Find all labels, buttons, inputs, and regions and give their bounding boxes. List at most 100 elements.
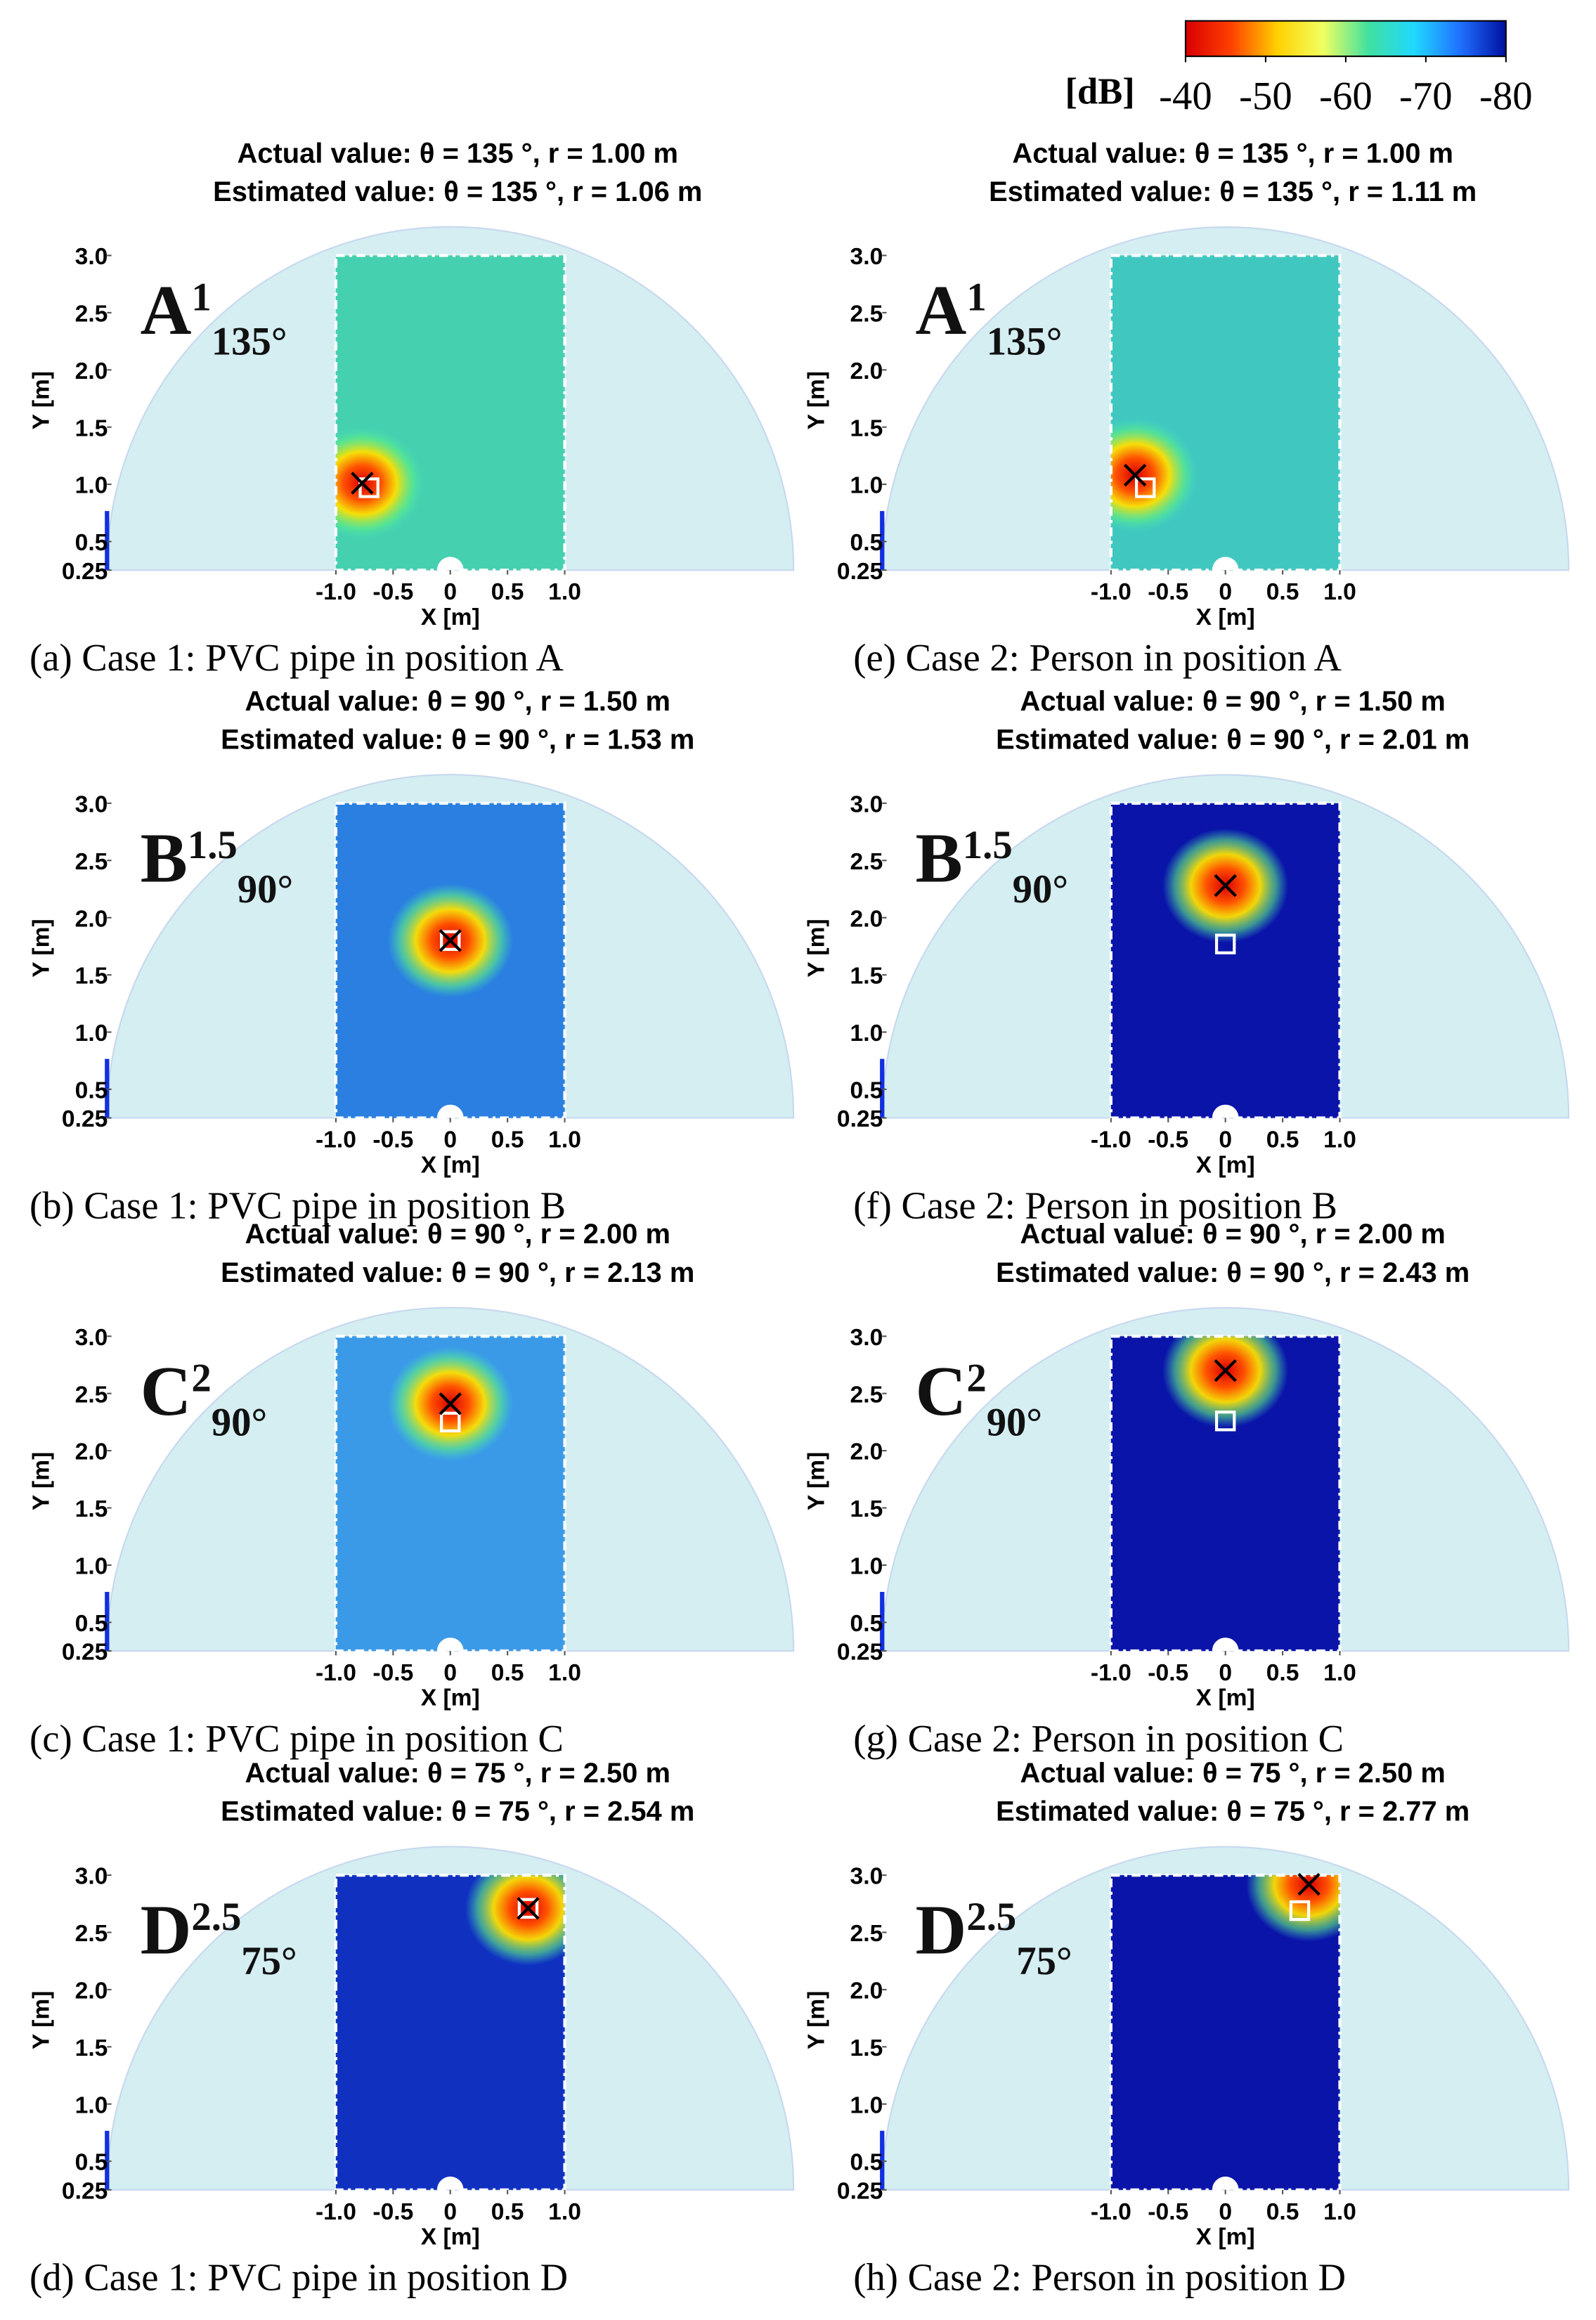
y-tick-label: 3.0 bbox=[850, 1864, 883, 1890]
y-tick-label: 0.5 bbox=[75, 530, 108, 556]
position-sub: 90° bbox=[1013, 867, 1068, 912]
y-tick-label: 0.5 bbox=[850, 1611, 883, 1637]
y-tick-label: 0.5 bbox=[75, 1078, 108, 1104]
y-tick-label: 0.5 bbox=[850, 530, 883, 556]
panel-caption: (b) Case 1: PVC pipe in position B bbox=[30, 1184, 566, 1226]
y-tick-label: 2.5 bbox=[850, 1921, 883, 1947]
x-tick-label: 0 bbox=[443, 1660, 457, 1686]
x-tick-label: -0.5 bbox=[1148, 579, 1188, 605]
x-axis-label: X [m] bbox=[1196, 604, 1255, 630]
x-tick-label: -0.5 bbox=[372, 1660, 413, 1686]
y-tick-label: 2.0 bbox=[850, 906, 883, 932]
heatmap-layer bbox=[1110, 417, 1198, 533]
estimated-marker bbox=[1214, 1359, 1237, 1382]
field-border bbox=[334, 1873, 566, 2191]
heatmap-layer bbox=[335, 426, 425, 540]
y-tick-label: 0.25 bbox=[837, 1106, 883, 1132]
position-label: D2.575° bbox=[141, 1891, 297, 1983]
x-tick-label: 0 bbox=[443, 1127, 457, 1153]
actual-marker bbox=[1214, 1411, 1236, 1432]
x-tick-label: -0.5 bbox=[372, 579, 413, 605]
y-tick-label: 1.0 bbox=[850, 473, 883, 499]
x-tick-label: -1.0 bbox=[316, 1127, 356, 1153]
x-tick-label: 0 bbox=[443, 579, 457, 605]
estimated-marker bbox=[1297, 1872, 1321, 1896]
position-sub: 90° bbox=[987, 1400, 1042, 1444]
field-border bbox=[334, 254, 566, 572]
y-tick-label: 1.0 bbox=[75, 1554, 108, 1580]
y-axis-label: Y [m] bbox=[28, 371, 54, 429]
y-tick-label: 1.0 bbox=[75, 1020, 108, 1046]
x-tick-label: 0.5 bbox=[1266, 1660, 1299, 1686]
x-tick-label: 1.0 bbox=[548, 579, 581, 605]
actual-marker bbox=[1289, 1900, 1311, 1922]
position-sup: 2.5 bbox=[966, 1895, 1016, 1939]
y-tick-label: 1.0 bbox=[850, 2092, 883, 2118]
y-tick-label: 3.0 bbox=[75, 244, 108, 270]
panel-title: Actual value: θ = 90 °, r = 1.50 m bbox=[245, 686, 670, 717]
position-sub: 75° bbox=[241, 1939, 297, 1983]
y-tick-label: 0.25 bbox=[62, 1640, 108, 1666]
x-tick-label: 1.0 bbox=[1323, 579, 1356, 605]
panel-title: Actual value: θ = 135 °, r = 1.00 m bbox=[237, 138, 678, 169]
x-tick-label: 0.5 bbox=[491, 1127, 524, 1153]
panel-caption: (a) Case 1: PVC pipe in position A bbox=[30, 636, 564, 679]
y-tick-label: 1.0 bbox=[75, 2092, 108, 2118]
y-tick-label: 1.5 bbox=[850, 2035, 883, 2061]
y-tick-label: 0.5 bbox=[850, 1078, 883, 1104]
position-sup: 1 bbox=[966, 275, 986, 319]
y-axis-label: Y [m] bbox=[803, 1991, 829, 2049]
actual-marker bbox=[517, 1898, 539, 1919]
radar-origin bbox=[1212, 557, 1239, 571]
x-tick-label: -1.0 bbox=[1091, 579, 1131, 605]
actual-marker bbox=[1135, 477, 1156, 498]
x-axis-label: X [m] bbox=[421, 604, 480, 630]
x-tick-label: 0.5 bbox=[491, 1660, 524, 1686]
y-axis-label: Y [m] bbox=[803, 371, 829, 429]
y-tick-label: 0.25 bbox=[62, 559, 108, 585]
x-axis-label: X [m] bbox=[421, 1685, 480, 1711]
position-sup: 1.5 bbox=[188, 823, 238, 867]
position-letter: B bbox=[916, 818, 963, 897]
y-tick-label: 3.0 bbox=[75, 1864, 108, 1890]
x-tick-label: 0.5 bbox=[491, 579, 524, 605]
field-border bbox=[334, 1335, 566, 1653]
heatmap-layer bbox=[1162, 1336, 1289, 1428]
panel-caption: (h) Case 2: Person in position D bbox=[853, 2256, 1346, 2299]
y-tick-label: 2.5 bbox=[75, 1921, 108, 1947]
actual-marker bbox=[440, 1411, 461, 1433]
position-sup: 2 bbox=[966, 1356, 986, 1400]
y-tick-label: 1.0 bbox=[850, 1020, 883, 1046]
position-label: A1135° bbox=[916, 271, 1063, 363]
position-sub: 75° bbox=[1016, 1939, 1072, 1983]
panel-subtitle: Estimated value: θ = 90 °, r = 2.13 m bbox=[221, 1257, 694, 1288]
y-tick-label: 2.0 bbox=[75, 1439, 108, 1465]
y-tick-label: 1.0 bbox=[850, 1554, 883, 1580]
panel-subtitle: Estimated value: θ = 75 °, r = 2.77 m bbox=[996, 1796, 1470, 1827]
position-sup: 2.5 bbox=[191, 1895, 241, 1939]
estimated-marker bbox=[439, 929, 462, 952]
position-sub: 90° bbox=[238, 867, 293, 912]
y-axis-label: Y [m] bbox=[28, 1991, 54, 2049]
x-tick-label: 0.5 bbox=[1266, 2199, 1299, 2225]
y-tick-label: 2.5 bbox=[75, 301, 108, 327]
y-tick-label: 2.5 bbox=[75, 1382, 108, 1408]
heat-spot bbox=[465, 1875, 565, 1966]
position-sub: 135° bbox=[212, 319, 287, 363]
x-tick-label: -1.0 bbox=[316, 1660, 356, 1686]
heat-spot bbox=[335, 426, 425, 540]
x-tick-label: -1.0 bbox=[1091, 1127, 1131, 1153]
panel-caption: (c) Case 1: PVC pipe in position C bbox=[30, 1717, 564, 1760]
panel-caption: (f) Case 2: Person in position B bbox=[853, 1184, 1337, 1226]
radar-origin bbox=[436, 557, 464, 571]
x-axis-label: X [m] bbox=[1196, 1152, 1255, 1178]
panel-title: Actual value: θ = 75 °, r = 2.50 m bbox=[245, 1758, 670, 1789]
estimated-marker bbox=[439, 1392, 462, 1415]
panel-caption: (d) Case 1: PVC pipe in position D bbox=[30, 2256, 568, 2299]
field-border bbox=[1109, 254, 1342, 572]
x-tick-label: -0.5 bbox=[1148, 1660, 1188, 1686]
panel-title: Actual value: θ = 75 °, r = 2.50 m bbox=[1020, 1758, 1446, 1789]
x-tick-label: 0 bbox=[1219, 579, 1232, 605]
y-tick-label: 0.5 bbox=[850, 2150, 883, 2176]
